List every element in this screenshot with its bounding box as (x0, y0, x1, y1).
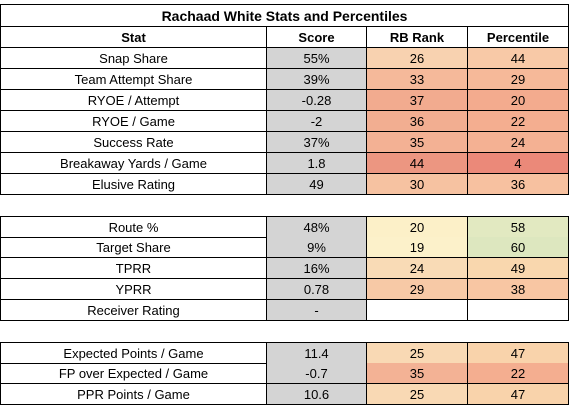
percentile-cell: 22 (468, 363, 569, 384)
table-row: Snap Share 55% 26 44 (0, 48, 572, 69)
score-cell: -0.7 (267, 363, 367, 384)
table-row: YPRR 0.78 29 38 (0, 279, 572, 300)
percentile-cell: 60 (468, 237, 569, 258)
percentile-cell: 47 (468, 342, 569, 364)
rank-cell: 19 (367, 237, 468, 258)
table-row: Breakaway Yards / Game 1.8 44 4 (0, 153, 572, 174)
rank-cell: 29 (367, 279, 468, 300)
title-row: Rachaad White Stats and Percentiles (0, 4, 572, 27)
percentile-cell: 58 (468, 216, 569, 238)
stat-cell: Target Share (0, 237, 267, 258)
rank-cell: 20 (367, 216, 468, 238)
table-row: RYOE / Game -2 36 22 (0, 111, 572, 132)
percentile-cell: 36 (468, 174, 569, 195)
table-row: Route % 48% 20 58 (0, 216, 572, 238)
table-row: FP over Expected / Game -0.7 35 22 (0, 363, 572, 384)
score-cell: 48% (267, 216, 367, 238)
table-title: Rachaad White Stats and Percentiles (0, 4, 569, 27)
header-stat: Stat (0, 27, 267, 48)
header-rank: RB Rank (367, 27, 468, 48)
percentile-cell: 38 (468, 279, 569, 300)
rank-cell: 44 (367, 153, 468, 174)
stat-cell: Elusive Rating (0, 174, 267, 195)
table-row: Target Share 9% 19 60 (0, 237, 572, 258)
stat-cell: Team Attempt Share (0, 69, 267, 90)
score-cell: 10.6 (267, 384, 367, 405)
rank-cell: 26 (367, 48, 468, 69)
percentile-cell: 22 (468, 111, 569, 132)
table-row: Receiver Rating - (0, 300, 572, 321)
score-cell: -0.28 (267, 90, 367, 111)
rank-cell (367, 300, 468, 321)
percentile-cell: 29 (468, 69, 569, 90)
percentile-cell: 49 (468, 258, 569, 279)
stat-cell: YPRR (0, 279, 267, 300)
stat-cell: Snap Share (0, 48, 267, 69)
table-row: RYOE / Attempt -0.28 37 20 (0, 90, 572, 111)
table-row: Success Rate 37% 35 24 (0, 132, 572, 153)
stat-cell: FP over Expected / Game (0, 363, 267, 384)
score-cell: 1.8 (267, 153, 367, 174)
header-score: Score (267, 27, 367, 48)
stat-cell: RYOE / Game (0, 111, 267, 132)
rank-cell: 30 (367, 174, 468, 195)
score-cell: 11.4 (267, 342, 367, 364)
stat-cell: Route % (0, 216, 267, 238)
score-cell: 0.78 (267, 279, 367, 300)
score-cell: 49 (267, 174, 367, 195)
score-cell: 39% (267, 69, 367, 90)
rank-cell: 33 (367, 69, 468, 90)
stat-cell: Receiver Rating (0, 300, 267, 321)
stat-cell: RYOE / Attempt (0, 90, 267, 111)
score-cell: 9% (267, 237, 367, 258)
rank-cell: 35 (367, 363, 468, 384)
rank-cell: 24 (367, 258, 468, 279)
table-row: PPR Points / Game 10.6 25 47 (0, 384, 572, 405)
stat-cell: Breakaway Yards / Game (0, 153, 267, 174)
percentile-cell: 24 (468, 132, 569, 153)
header-percentile: Percentile (468, 27, 569, 48)
rank-cell: 25 (367, 384, 468, 405)
table-row: TPRR 16% 24 49 (0, 258, 572, 279)
table-row: Team Attempt Share 39% 33 29 (0, 69, 572, 90)
rank-cell: 35 (367, 132, 468, 153)
score-cell: 55% (267, 48, 367, 69)
header-row: Stat Score RB Rank Percentile (0, 27, 572, 48)
stat-cell: Success Rate (0, 132, 267, 153)
score-cell: 37% (267, 132, 367, 153)
percentile-cell: 44 (468, 48, 569, 69)
table-row: Elusive Rating 49 30 36 (0, 174, 572, 195)
score-cell: - (267, 300, 367, 321)
score-cell: 16% (267, 258, 367, 279)
stat-cell: PPR Points / Game (0, 384, 267, 405)
stat-cell: Expected Points / Game (0, 342, 267, 364)
percentile-cell: 47 (468, 384, 569, 405)
score-cell: -2 (267, 111, 367, 132)
rank-cell: 25 (367, 342, 468, 364)
percentile-cell: 4 (468, 153, 569, 174)
stat-cell: TPRR (0, 258, 267, 279)
rank-cell: 36 (367, 111, 468, 132)
rank-cell: 37 (367, 90, 468, 111)
percentile-cell (468, 300, 569, 321)
percentile-cell: 20 (468, 90, 569, 111)
table-row: Expected Points / Game 11.4 25 47 (0, 342, 572, 364)
